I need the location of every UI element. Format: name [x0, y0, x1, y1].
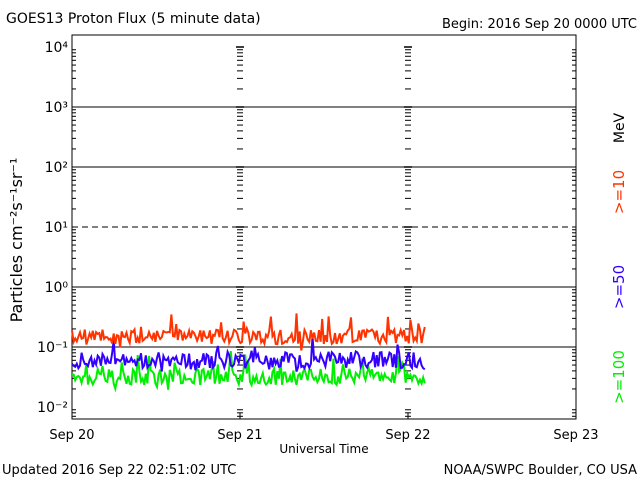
- y-tick-label: 10⁻¹: [37, 340, 68, 356]
- legend-ge100: >=100: [610, 350, 628, 404]
- y-tick-label: 10³: [45, 100, 68, 116]
- x-axis-label: Universal Time: [279, 442, 368, 456]
- y-tick-label: 10⁰: [45, 280, 69, 296]
- y-axis-tick-labels: 10⁻² 10⁻¹ 10⁰ 10¹ 10² 10³ 10⁴: [37, 40, 68, 416]
- x-axis-tick-labels: Sep 20 Sep 21 Sep 22 Sep 23: [49, 428, 598, 443]
- grid-lines: [72, 106, 576, 348]
- y-tick-label: 10⁴: [45, 40, 69, 56]
- day-tick-marks: [71, 46, 577, 419]
- y-tick-label: 10⁻²: [37, 400, 68, 416]
- y-tick-label: 10¹: [45, 220, 68, 236]
- chart-title: GOES13 Proton Flux (5 minute data): [6, 11, 261, 27]
- source-credit: NOAA/SWPC Boulder, CO USA: [444, 463, 637, 478]
- updated-timestamp: Updated 2016 Sep 22 02:51:02 UTC: [2, 463, 236, 478]
- x-tick-label: Sep 22: [385, 428, 430, 443]
- y-tick-label: 10²: [45, 160, 68, 176]
- x-tick-label: Sep 21: [217, 428, 262, 443]
- legend-ge50: >=50: [610, 265, 628, 309]
- legend-ge10: >=10: [610, 170, 628, 214]
- legend-unit: MeV: [612, 112, 628, 143]
- series-line: [71, 336, 426, 372]
- x-tick-label: Sep 23: [553, 428, 598, 443]
- data-series: [71, 313, 426, 393]
- begin-time: Begin: 2016 Sep 20 0000 UTC: [442, 17, 637, 32]
- y-axis-label: Particles cm⁻²s⁻¹sr⁻¹: [7, 158, 26, 323]
- x-tick-label: Sep 20: [49, 428, 94, 443]
- series-line: [71, 313, 426, 351]
